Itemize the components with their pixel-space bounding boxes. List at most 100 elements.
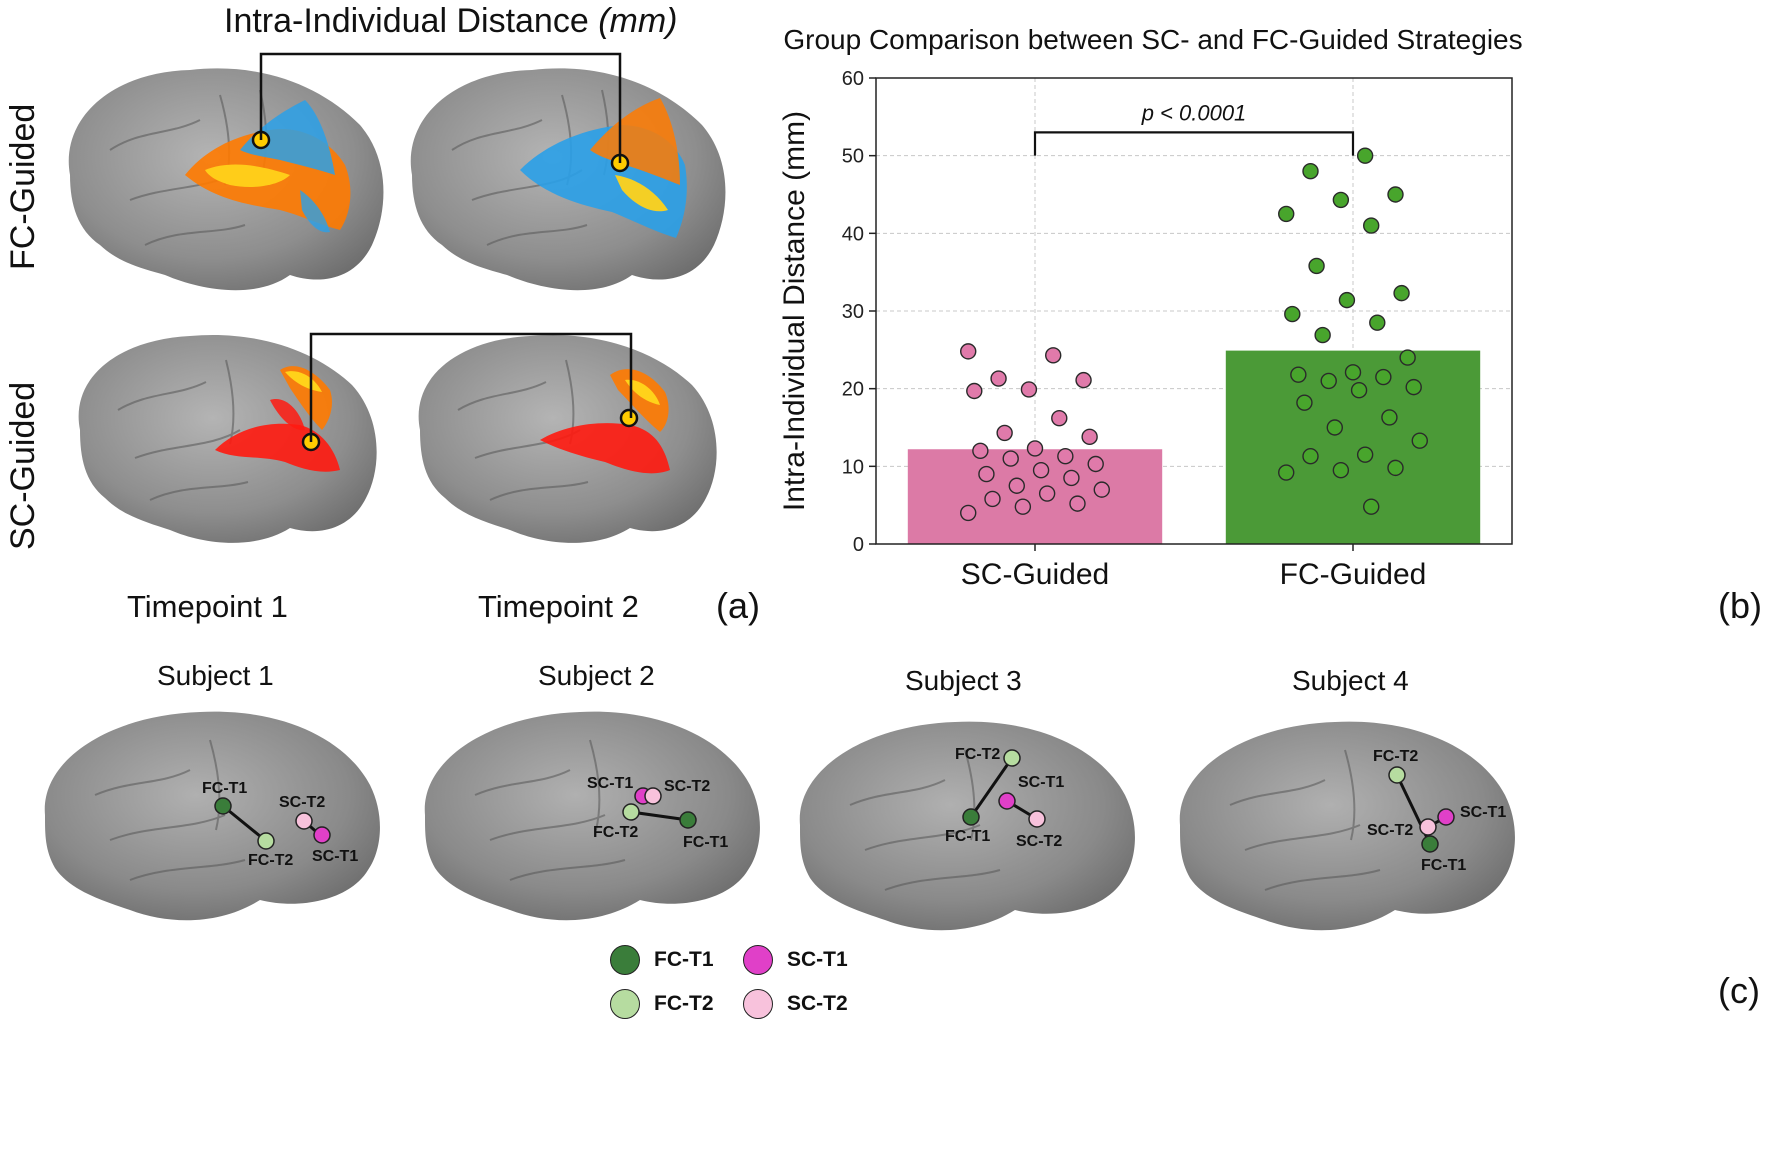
y-tick-label: 60 (842, 68, 864, 90)
data-point (984, 490, 1001, 508)
y-tick-label: 20 (842, 379, 864, 401)
data-point (1387, 459, 1404, 477)
legend-label-sc-t1: SC-T1 (787, 948, 848, 971)
chart-points (960, 147, 1428, 522)
s4-sc-t1-label: SC-T1 (1460, 804, 1507, 821)
s2-fc-t2-marker (622, 803, 640, 821)
data-point (1363, 217, 1380, 234)
legend-swatch-fc-t2 (610, 989, 640, 1019)
data-point (1057, 448, 1074, 465)
y-axis-label: Intra-Individual Distance (mm) (778, 111, 811, 511)
subject-4-brain (1179, 721, 1515, 931)
s1-fc-t1-label: FC-T1 (202, 780, 248, 797)
s4-fc-t1-label: FC-T1 (1421, 857, 1467, 874)
s1-fc-t1-marker (214, 797, 232, 815)
s1-sc-t2-label: SC-T2 (279, 794, 326, 811)
data-point (972, 442, 989, 459)
s2-sc-t1-label: SC-T1 (587, 775, 634, 792)
y-tick-label: 50 (842, 146, 864, 168)
panel-a-brain-maps (68, 52, 726, 543)
data-point (1284, 305, 1301, 323)
data-point (1087, 455, 1104, 473)
panel-c-letter: (c) (1718, 970, 1760, 1011)
s1-sc-t2-marker (295, 812, 313, 830)
legend-item-sc-t2: SC-T2 (743, 989, 848, 1019)
data-point (1002, 450, 1019, 467)
s3-sc-t1-label: SC-T1 (1018, 774, 1065, 791)
legend-item-fc-t2: FC-T2 (610, 989, 714, 1019)
brain-sc-t2 (418, 334, 717, 543)
s1-fc-t2-marker (257, 832, 275, 850)
s3-fc-t2-marker (1003, 749, 1021, 767)
data-point (1014, 498, 1032, 515)
data-point (1344, 364, 1362, 381)
data-point (1356, 147, 1374, 164)
brain-fc-t1 (68, 68, 384, 291)
s4-fc-t2-marker (1388, 766, 1406, 784)
legend: FC-T1 SC-T1 FC-T2 SC-T2 (610, 945, 870, 1025)
fc-distance-bracket (259, 52, 622, 163)
s3-fc-t1-marker (962, 808, 980, 826)
subject-2-brain (424, 711, 760, 921)
panel-b-letter: (b) (1718, 585, 1762, 626)
s4-fc-t1-marker (1421, 835, 1439, 853)
data-point (1350, 382, 1368, 399)
legend-swatch-sc-t1 (743, 945, 773, 975)
s1-sc-t1-marker (313, 826, 331, 844)
data-point (966, 382, 983, 400)
data-point (1290, 366, 1307, 383)
data-point (1363, 498, 1380, 515)
data-point (1302, 448, 1319, 465)
data-point (1314, 326, 1331, 344)
subject-3-title: Subject 3 (905, 665, 1022, 696)
data-point (1051, 409, 1068, 427)
significance-bracket (1033, 131, 1355, 156)
y-tick-label: 10 (842, 456, 864, 478)
s2-fc-t1-label: FC-T1 (683, 834, 729, 851)
significance-annotation: p < 0.0001 (1141, 100, 1247, 125)
s2-fc-t1-marker (679, 811, 697, 829)
data-point (1320, 372, 1337, 390)
legend-item-fc-t1: FC-T1 (610, 945, 714, 975)
x-tick-label: SC-Guided (961, 558, 1109, 591)
data-point (960, 504, 977, 522)
legend-swatch-sc-t2 (743, 989, 773, 1019)
data-point (996, 424, 1013, 442)
legend-label-fc-t2: FC-T2 (654, 992, 714, 1015)
s2-fc-t2-label: FC-T2 (593, 824, 639, 841)
data-point (1278, 464, 1295, 481)
data-point (990, 370, 1007, 387)
data-point (978, 465, 995, 483)
y-tick-label: 30 (842, 301, 864, 323)
data-point (1020, 381, 1038, 398)
data-point (1332, 462, 1350, 479)
data-point (1356, 446, 1374, 463)
data-point (1381, 409, 1398, 426)
data-point (1308, 257, 1325, 275)
bar-fc-guided (1225, 350, 1481, 544)
subject-2-title: Subject 2 (538, 660, 655, 691)
data-point (1375, 368, 1392, 386)
data-point (1405, 378, 1422, 396)
data-point (960, 343, 977, 360)
panel-a-letter: (a) (716, 585, 760, 626)
chart-bars (907, 350, 1481, 544)
subject-3-brain (799, 721, 1135, 931)
y-tick-label: 40 (842, 223, 864, 245)
s2-sc-t2-label: SC-T2 (664, 778, 711, 795)
s4-sc-t2-marker (1419, 818, 1437, 836)
data-point (1069, 495, 1086, 512)
s4-fc-t2-label: FC-T2 (1373, 748, 1419, 765)
subject-1-title: Subject 1 (157, 660, 274, 691)
legend-item-sc-t1: SC-T1 (743, 945, 848, 975)
chart-title: Group Comparison between SC- and FC-Guid… (783, 24, 1522, 55)
y-axis-ticks: 0 10 20 30 40 50 60 (842, 68, 876, 556)
x-axis-ticks: SC-Guided FC-Guided (961, 544, 1426, 591)
brain-sc-t1 (78, 334, 377, 543)
legend-swatch-fc-t1 (610, 945, 640, 975)
data-point (1008, 477, 1025, 494)
legend-label-sc-t2: SC-T2 (787, 992, 848, 1015)
s4-sc-t1-marker (1437, 808, 1455, 826)
panel-c-brains (44, 711, 1515, 931)
data-point (1338, 291, 1356, 309)
